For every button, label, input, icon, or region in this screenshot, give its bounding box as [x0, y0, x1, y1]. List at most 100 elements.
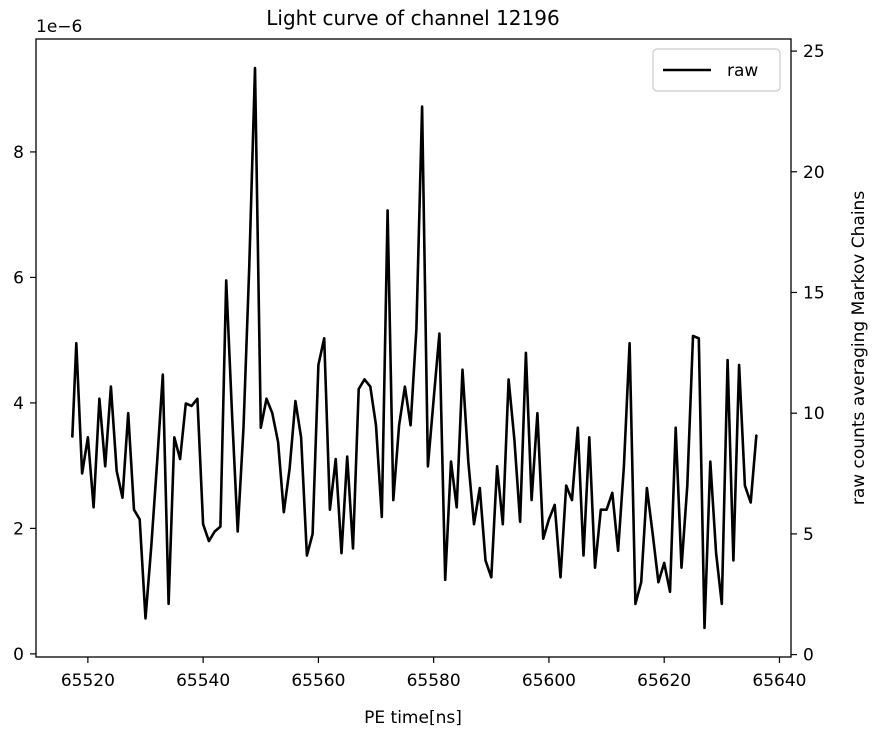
data-point — [461, 369, 464, 371]
data-point — [490, 576, 492, 578]
data-point — [623, 465, 625, 467]
data-point — [698, 337, 700, 339]
data-point — [225, 279, 227, 281]
data-point — [692, 335, 694, 337]
data-point — [433, 398, 435, 400]
data-point — [611, 492, 613, 494]
data-point — [98, 398, 100, 400]
data-point — [565, 485, 567, 487]
data-point — [629, 342, 631, 344]
data-point — [646, 487, 648, 489]
data-point — [335, 458, 337, 460]
data-point — [289, 468, 291, 470]
data-point — [721, 603, 723, 605]
data-point — [675, 427, 677, 429]
data-point — [738, 364, 740, 366]
data-point — [617, 550, 619, 552]
x-tick-label: 65560 — [291, 671, 345, 691]
data-point — [686, 485, 688, 487]
left-tick-label: 4 — [13, 394, 24, 414]
series-points — [71, 67, 758, 629]
data-point — [496, 465, 498, 467]
data-point — [93, 506, 95, 508]
data-point — [571, 499, 573, 501]
data-point — [727, 359, 729, 361]
data-point — [185, 402, 187, 405]
data-point — [87, 436, 89, 438]
data-point — [179, 458, 181, 460]
data-point — [398, 424, 400, 426]
data-point — [531, 499, 533, 501]
data-point — [715, 552, 717, 554]
data-point — [306, 555, 308, 557]
x-axis-ticks: 65520 65540 65560 65580 65600 65620 65640 — [61, 657, 807, 691]
x-tick-label: 65600 — [522, 671, 576, 691]
legend-label-raw: raw — [727, 61, 758, 81]
data-point — [444, 579, 446, 581]
data-point — [755, 434, 758, 436]
data-point — [121, 497, 124, 499]
data-point — [415, 328, 417, 330]
data-point — [294, 400, 296, 402]
data-point — [150, 545, 152, 547]
data-point — [387, 209, 389, 211]
data-point — [427, 465, 429, 467]
data-point — [410, 424, 412, 426]
right-axis-label: raw counts averaging Markov Chains — [849, 191, 869, 506]
x-tick-label: 65520 — [61, 671, 115, 691]
data-point — [168, 603, 170, 605]
data-point — [594, 567, 596, 569]
data-point — [473, 523, 475, 525]
data-point — [479, 487, 481, 489]
data-point — [732, 559, 735, 562]
right-tick-label: 5 — [803, 525, 814, 545]
data-point — [254, 67, 256, 69]
legend-box — [652, 48, 781, 92]
data-point — [202, 523, 204, 525]
right-tick-label: 15 — [803, 283, 825, 303]
data-point — [265, 398, 268, 400]
data-point — [156, 463, 158, 465]
data-point — [133, 509, 135, 511]
data-point — [392, 499, 394, 501]
data-point — [508, 378, 510, 380]
data-point — [346, 456, 348, 458]
data-point — [358, 388, 360, 390]
left-tick-label: 2 — [13, 519, 24, 539]
right-tick-label: 20 — [803, 163, 825, 183]
data-point — [657, 581, 660, 583]
data-point — [81, 472, 83, 475]
data-point — [652, 533, 654, 535]
data-point — [139, 518, 141, 521]
data-point — [352, 547, 354, 550]
data-point — [75, 342, 77, 344]
data-point — [271, 412, 273, 414]
data-point — [577, 427, 579, 429]
data-point — [242, 427, 245, 429]
x-tick-label: 65620 — [637, 671, 691, 691]
data-point — [438, 332, 440, 335]
data-point — [519, 521, 521, 523]
data-point — [340, 552, 343, 554]
data-point — [456, 506, 458, 508]
x-tick-label: 65540 — [176, 671, 230, 691]
data-point — [312, 533, 314, 535]
left-tick-label: 6 — [13, 268, 24, 288]
data-point — [214, 530, 216, 533]
data-point — [703, 627, 706, 629]
data-point — [582, 555, 585, 557]
data-point — [640, 581, 642, 583]
data-point — [709, 460, 711, 463]
data-point — [554, 504, 556, 506]
data-point — [542, 538, 544, 540]
right-tick-label: 0 — [803, 646, 814, 666]
data-point — [323, 337, 325, 339]
left-tick-label: 8 — [13, 143, 24, 163]
data-point — [450, 460, 452, 463]
data-point — [71, 436, 73, 438]
left-axis-ticks: 0 2 4 6 8 — [13, 143, 36, 665]
data-point — [634, 603, 637, 605]
data-point — [260, 427, 262, 429]
data-point — [502, 523, 504, 525]
data-point — [283, 511, 285, 513]
